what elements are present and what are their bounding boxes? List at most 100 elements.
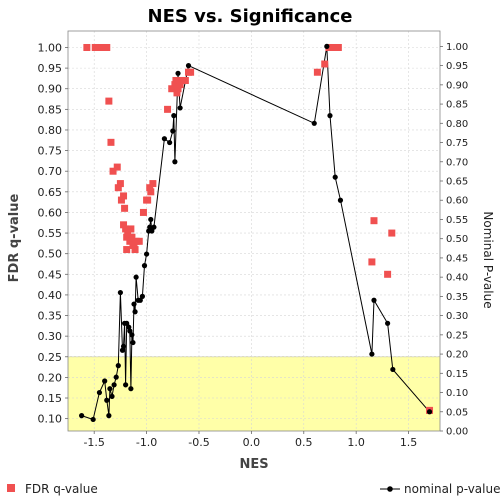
y-right-tick-label: 0.55	[446, 215, 468, 226]
nominal-pvalue-point	[426, 409, 433, 415]
nominal-pvalue-point	[170, 128, 176, 134]
y-right-tick-label: 0.45	[446, 253, 468, 264]
nominal-pvalue-point	[129, 332, 135, 338]
fdr-point	[130, 241, 138, 249]
fdr-point	[131, 246, 139, 254]
nominal-pvalue-point	[185, 63, 192, 69]
fdr-point	[168, 85, 176, 93]
fdr-point	[120, 192, 128, 200]
y-right-tick-label: 0.85	[446, 100, 468, 111]
y-left-tick-label: 1.00	[38, 41, 63, 54]
y-left-tick-label: 0.10	[38, 413, 63, 426]
y-left-tick-label: 0.40	[38, 289, 63, 302]
nominal-pvalue-point	[147, 224, 153, 230]
x-tick-label: -0.5	[188, 436, 209, 449]
nominal-pvalue-point	[172, 159, 178, 165]
y-left-tick-label: 0.85	[38, 103, 63, 116]
nominal-pvalue-point	[175, 70, 181, 76]
nominal-pvalue-point	[177, 105, 183, 111]
fdr-point	[103, 43, 111, 51]
plot-border	[67, 30, 441, 432]
fdr-point	[120, 221, 128, 229]
y-left-tick-label: 0.95	[38, 62, 63, 75]
fdr-point	[171, 81, 179, 89]
nominal-pvalue-point	[139, 293, 145, 299]
y-right-tick-label: 0.65	[446, 177, 468, 188]
nominal-pvalue-point	[115, 363, 121, 369]
nominal-pvalue-point	[117, 289, 123, 296]
nominal-pvalue-point	[79, 413, 85, 419]
fdr-point	[313, 68, 321, 76]
fdr-point	[123, 233, 131, 241]
y-left-tick-label: 0.30	[38, 330, 63, 343]
y-right-tick-label: 0.75	[446, 138, 468, 149]
nominal-pvalue-point	[137, 297, 143, 303]
y-left-tick-label: 0.90	[38, 83, 63, 96]
nominal-pvalue-point	[131, 301, 137, 307]
fdr-point	[122, 225, 130, 233]
x-tick-label: 0.0	[243, 436, 261, 449]
fdr-point	[113, 163, 121, 171]
y-left-tick-label: 0.65	[38, 186, 63, 199]
fdr-point	[91, 43, 99, 51]
x-tick-label: 1.0	[347, 436, 365, 449]
nominal-pvalue-point	[171, 113, 177, 119]
y-right-tick-label: 0.70	[446, 157, 468, 168]
fdr-point	[128, 233, 136, 241]
nominal-pvalue-point	[327, 113, 333, 119]
fdr-point	[187, 68, 195, 76]
fdr-point	[172, 76, 180, 84]
fdr-point	[135, 237, 143, 245]
nominal-pvalue-point	[161, 136, 168, 142]
y-left-tick-label: 0.35	[38, 310, 63, 323]
y-right-tick-label: 1.00	[446, 42, 468, 53]
y-left-tick-label: 0.60	[38, 206, 63, 219]
y-right-tick-label: 0.90	[446, 80, 468, 91]
legend-fdr-label: FDR q-value	[25, 482, 98, 496]
nominal-pvalue-point	[337, 197, 344, 203]
fdr-threshold-band	[68, 356, 440, 431]
nominal-pvalue-point	[104, 397, 110, 403]
fdr-point	[109, 167, 117, 175]
legend-nominal-label: nominal p-value	[404, 482, 500, 496]
nominal-pvalue-point	[332, 174, 338, 180]
y-right-tick-label: 0.40	[446, 273, 468, 284]
nominal-pvalue-point	[109, 393, 115, 399]
x-tick-label: -1.0	[136, 436, 157, 449]
fdr-point	[181, 76, 189, 84]
nominal-pvalue-point	[133, 274, 139, 280]
y-right-tick-label: 0.95	[446, 61, 468, 72]
fdr-point	[370, 217, 378, 225]
y-left-tick-label: 0.15	[38, 392, 63, 405]
legend: FDR q-value nominal p-value	[7, 482, 500, 496]
nominal-pvalue-point	[130, 339, 136, 346]
nominal-pvalue-point	[371, 297, 377, 303]
fdr-point	[117, 196, 125, 204]
y-axis-left-title: FDR q-value	[7, 193, 22, 282]
nominal-pvalue-point	[132, 309, 138, 315]
y-right-tick-label: 0.35	[446, 292, 468, 303]
nominal-pvalue-point	[124, 320, 130, 326]
nominal-pvalue-point	[102, 378, 108, 384]
fdr-point	[144, 196, 152, 204]
fdr-point	[384, 270, 392, 278]
fdr-point	[164, 105, 172, 113]
fdr-point	[146, 184, 154, 192]
nominal-pvalue-point	[107, 386, 113, 392]
x-tick-label: 1.5	[400, 436, 418, 449]
nominal-pvalue-point	[167, 139, 173, 146]
fdr-point	[176, 81, 184, 89]
y-left-tick-label: 0.20	[38, 371, 63, 384]
y-left-tick-label: 0.70	[38, 165, 63, 178]
chart-title: NES vs. Significance	[148, 6, 353, 27]
fdr-point	[83, 43, 91, 51]
y-right-tick-label: 0.00	[446, 427, 468, 438]
fdr-point	[124, 229, 132, 237]
plot-area: 0.10 0.15 0.20 0.25 0.30 0.35 0.40 0.45 0.50 0.55…	[38, 30, 468, 449]
y-right-tick-label: 0.15	[446, 369, 468, 380]
y-right-tick-label: 0.50	[446, 234, 468, 245]
fdr-point	[127, 225, 135, 233]
nominal-pvalue-point	[151, 224, 157, 230]
y-left-tick-label: 0.50	[38, 248, 63, 261]
nominal-pvalue-point	[148, 216, 154, 223]
